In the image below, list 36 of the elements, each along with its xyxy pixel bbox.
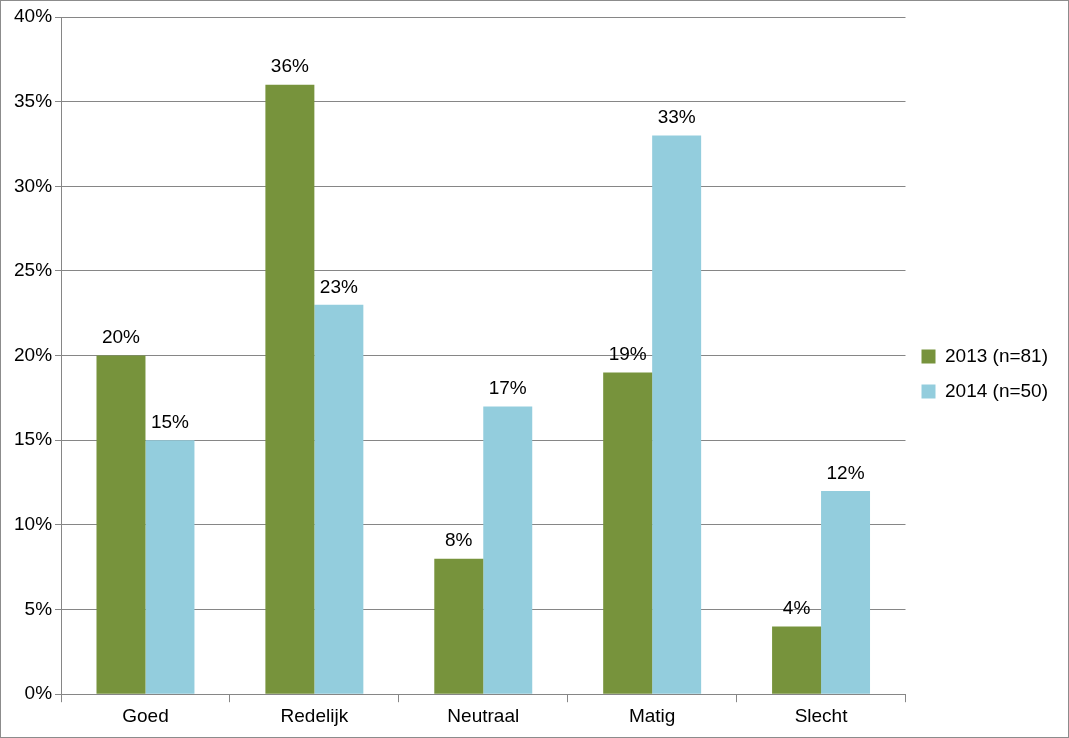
data-label: 12% [826, 461, 865, 483]
bar [772, 626, 822, 694]
y-tick-label: 10% [14, 513, 53, 535]
y-tick-label: 35% [14, 89, 53, 111]
x-tick-label: Neutraal [447, 704, 520, 726]
bar [314, 304, 364, 694]
bar [603, 372, 653, 694]
data-label: 19% [608, 343, 647, 365]
y-tick-label: 40% [14, 5, 53, 27]
y-tick-label: 20% [14, 343, 53, 365]
bar [434, 558, 484, 694]
y-tick-label: 30% [14, 174, 53, 196]
bar [821, 491, 871, 694]
y-tick-label: 0% [24, 682, 53, 704]
y-tick-label: 15% [14, 428, 53, 450]
legend-label: 2013 (n=81) [945, 344, 1048, 366]
x-tick-label: Goed [122, 704, 169, 726]
bar [145, 440, 195, 694]
data-label: 15% [150, 410, 190, 432]
y-tick-label: 25% [14, 259, 53, 281]
bar [652, 135, 702, 694]
data-label: 17% [488, 377, 527, 399]
bar [96, 355, 146, 694]
data-label: 36% [270, 55, 309, 77]
data-label: 20% [101, 326, 141, 348]
x-tick-label: Slecht [794, 704, 849, 726]
data-label: 33% [657, 106, 696, 128]
x-tick-label: Redelijk [280, 704, 349, 726]
y-tick-label: 5% [24, 597, 53, 619]
data-label: 23% [319, 275, 358, 297]
bar [265, 84, 315, 694]
x-tick-label: Matig [628, 704, 676, 726]
bar [483, 406, 533, 694]
legend-label: 2014 (n=50) [945, 379, 1048, 401]
data-label: 8% [445, 529, 473, 551]
data-label: 4% [782, 597, 811, 619]
